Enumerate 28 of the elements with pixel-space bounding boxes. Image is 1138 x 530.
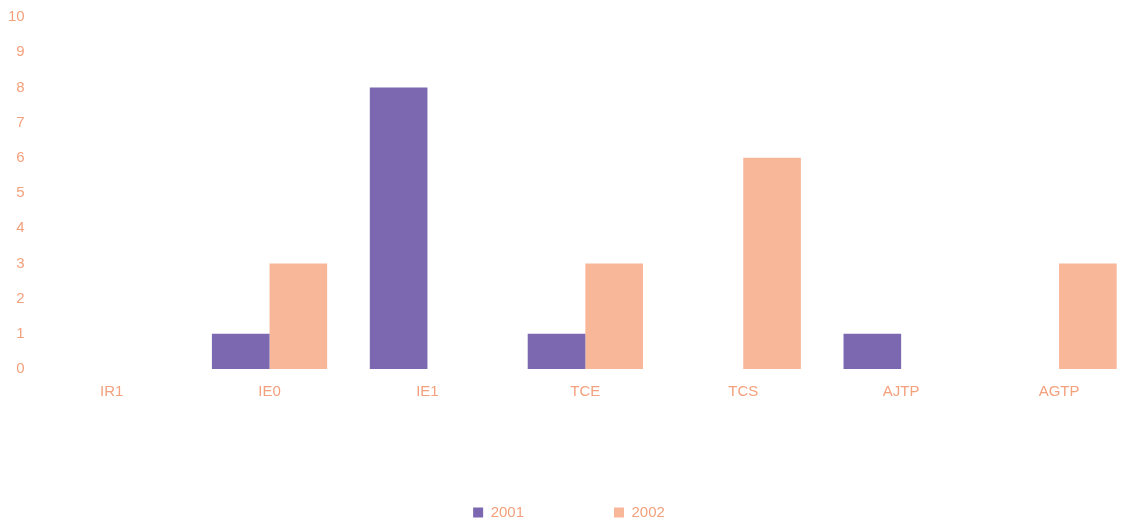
y-tick-label: 10	[8, 7, 25, 25]
x-tick-label: IR1	[99, 382, 124, 400]
y-tick-label: 1	[16, 323, 25, 341]
x-tick-label: AJTP	[882, 382, 920, 400]
y-tick-label: 8	[16, 77, 25, 95]
bar	[369, 87, 428, 369]
bar	[211, 333, 270, 369]
x-tick-label: IE1	[416, 382, 439, 400]
y-tick-label: 5	[16, 183, 25, 201]
bar	[527, 333, 586, 369]
bar	[585, 263, 643, 369]
y-tick-label: 4	[16, 218, 25, 236]
y-tick-label: 9	[16, 42, 25, 60]
legend-label: 2002	[631, 502, 665, 520]
y-tick-label: 2	[16, 288, 25, 306]
bar	[743, 157, 801, 369]
legend-label: 2001	[490, 502, 525, 520]
y-tick-label: 6	[16, 147, 25, 165]
y-tick-label: 3	[16, 253, 25, 271]
x-tick-label: IE0	[258, 382, 281, 400]
x-tick-label: AGTP	[1038, 382, 1080, 400]
x-tick-label: TCS	[728, 382, 759, 400]
bar	[1059, 263, 1117, 369]
x-tick-label: TCE	[570, 382, 601, 400]
y-tick-label: 0	[16, 359, 25, 377]
y-tick-label: 7	[16, 112, 25, 130]
bar	[269, 263, 328, 369]
bar	[843, 333, 902, 369]
